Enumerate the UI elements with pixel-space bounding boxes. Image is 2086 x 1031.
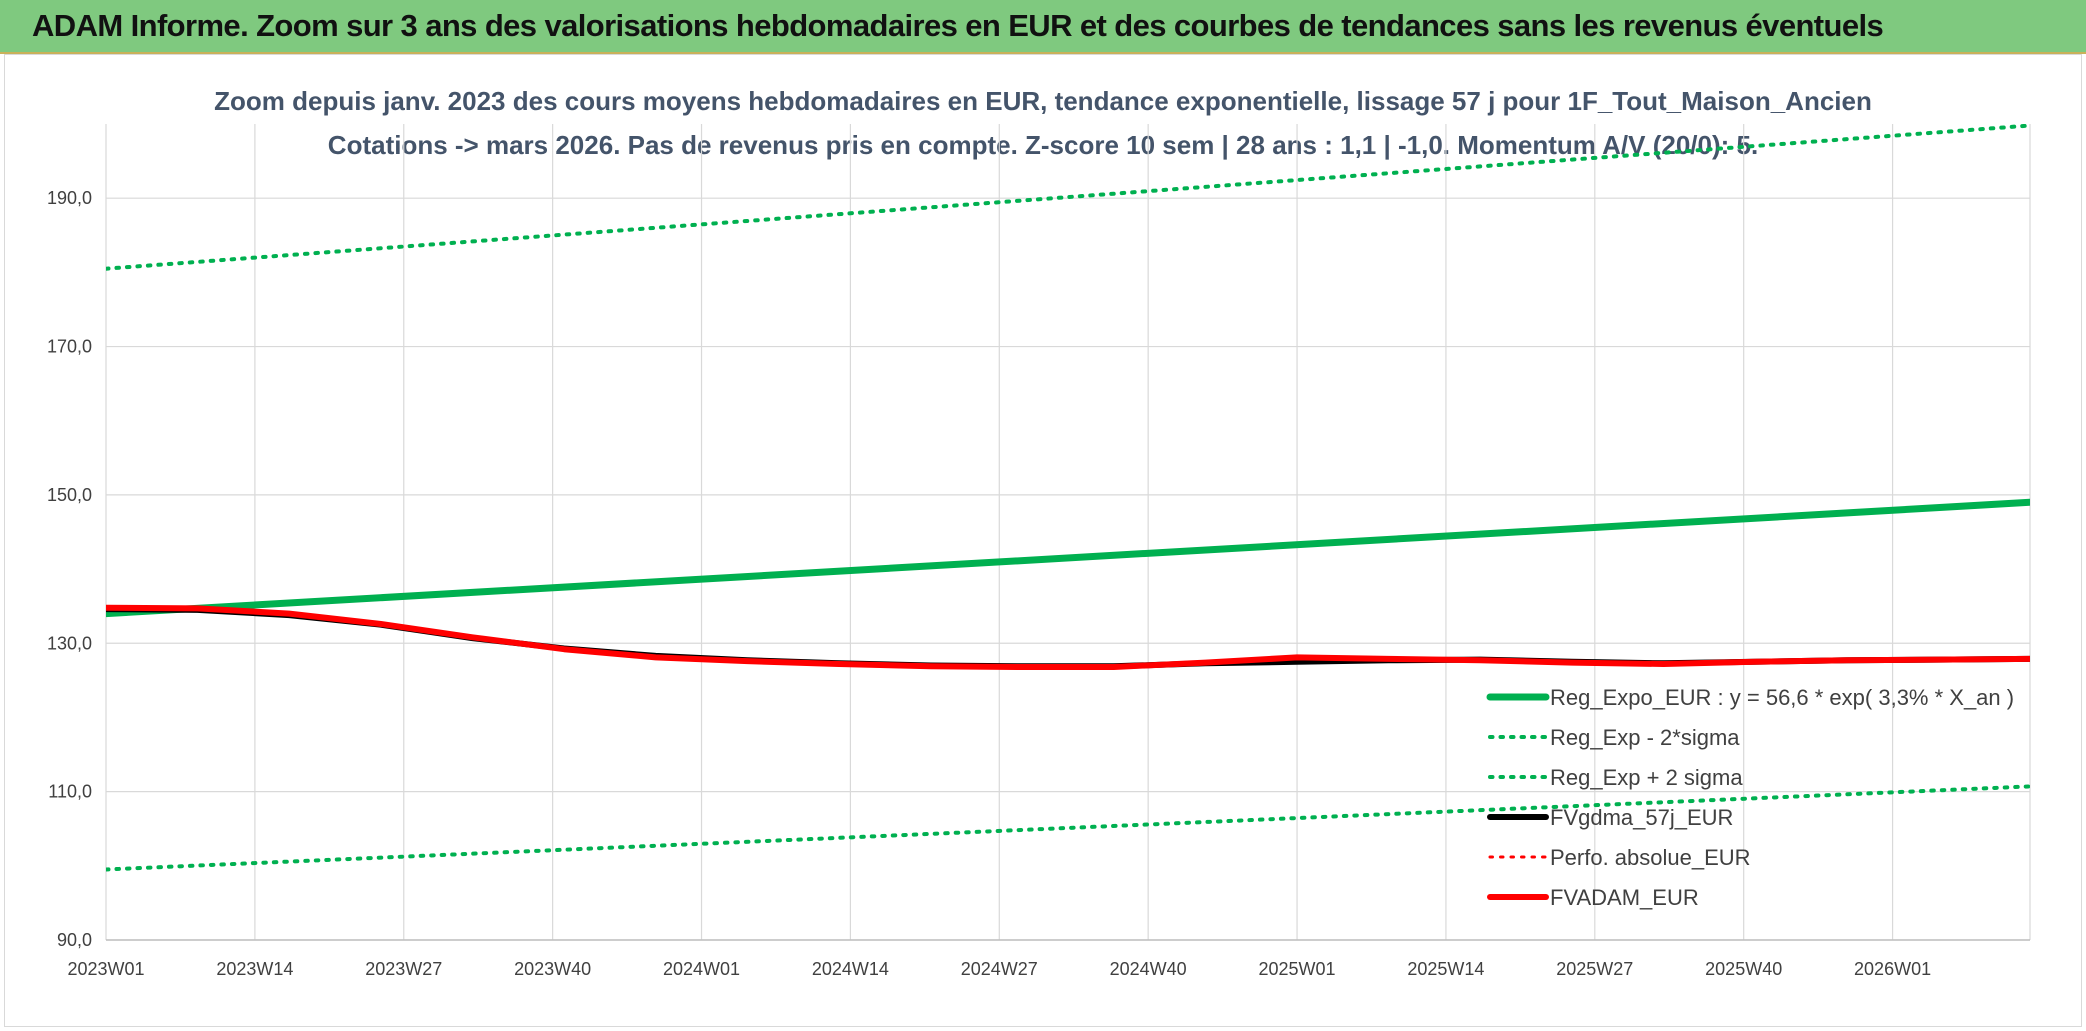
x-tick-label: 2024W27 bbox=[961, 959, 1038, 979]
chart-title-line2: Cotations -> mars 2026. Pas de revenus p… bbox=[328, 130, 1758, 160]
legend-reg-exp-minus-label: Reg_Exp - 2*sigma bbox=[1550, 725, 1740, 750]
legend-reg-expo-label: Reg_Expo_EUR : y = 56,6 * exp( 3,3% * X_… bbox=[1550, 685, 2014, 710]
y-tick-label: 190,0 bbox=[47, 188, 92, 208]
fvgdma-57j-line bbox=[106, 606, 2030, 670]
perfo-absolue-line bbox=[106, 606, 2030, 669]
grid-lines bbox=[105, 124, 2031, 941]
x-tick-label: 2024W14 bbox=[812, 959, 889, 979]
y-tick-label: 150,0 bbox=[47, 485, 92, 505]
x-tick-label: 2023W01 bbox=[67, 959, 144, 979]
legend-fvadam-label: FVADAM_EUR bbox=[1550, 885, 1699, 910]
reg-exp-plus-2sigma-line bbox=[106, 124, 2030, 271]
x-tick-label: 2025W40 bbox=[1705, 959, 1782, 979]
report-title: ADAM Informe. Zoom sur 3 ans des valoris… bbox=[32, 8, 1884, 43]
x-tick-label: 2023W40 bbox=[514, 959, 591, 979]
series-lines bbox=[106, 124, 2030, 872]
y-tick-label: 90,0 bbox=[57, 930, 92, 950]
x-tick-label: 2023W27 bbox=[365, 959, 442, 979]
y-tick-label: 130,0 bbox=[47, 633, 92, 653]
x-tick-label: 2024W01 bbox=[663, 959, 740, 979]
x-tick-label: 2025W14 bbox=[1407, 959, 1484, 979]
reg-exp-minus-2sigma-line bbox=[106, 784, 2030, 872]
x-tick-label: 2025W01 bbox=[1259, 959, 1336, 979]
legend-fvgdma-label: FVgdma_57j_EUR bbox=[1550, 805, 1733, 830]
x-tick-label: 2023W14 bbox=[216, 959, 293, 979]
x-tick-label: 2025W27 bbox=[1556, 959, 1633, 979]
x-tick-label: 2024W40 bbox=[1110, 959, 1187, 979]
y-axis: 90,0 110,0 130,0 150,0 170,0 190,0 bbox=[47, 188, 92, 950]
report-banner: ADAM Informe. Zoom sur 3 ans des valoris… bbox=[0, 0, 2086, 54]
chart-frame bbox=[4, 54, 2082, 1027]
legend: Reg_Expo_EUR : y = 56,6 * exp( 3,3% * X_… bbox=[1486, 685, 2014, 910]
chart-title-line1: Zoom depuis janv. 2023 des cours moyens … bbox=[214, 86, 1872, 116]
fvadam-line bbox=[106, 604, 2030, 670]
reg-expo-line bbox=[106, 498, 2030, 618]
y-tick-label: 170,0 bbox=[47, 337, 92, 357]
legend-reg-exp-plus-label: Reg_Exp + 2 sigma bbox=[1550, 765, 1743, 790]
y-tick-label: 110,0 bbox=[48, 782, 92, 802]
x-axis: 2023W01 2023W14 2023W27 2023W40 2024W01 2024W… bbox=[67, 959, 1931, 979]
legend-perfo-absolue-label: Perfo. absolue_EUR bbox=[1550, 845, 1751, 870]
x-tick-label: 2026W01 bbox=[1854, 959, 1931, 979]
